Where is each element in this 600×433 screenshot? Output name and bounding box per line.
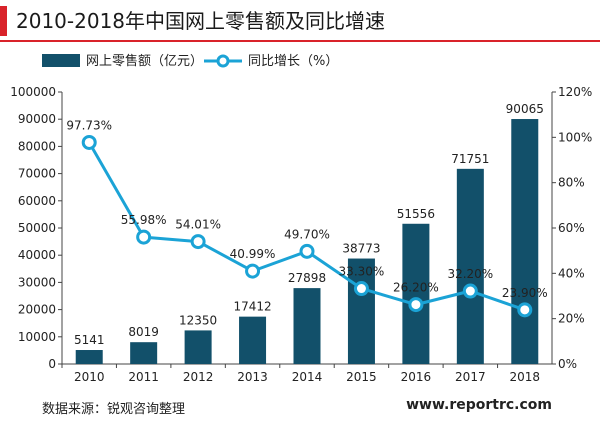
bar-label-2018: 90065 [506,102,544,116]
legend-label-line: 同比增长（%） [248,54,338,69]
growth-point-2016 [408,297,424,313]
growth-label-2012: 54.01% [175,218,221,232]
y-left-tick-label: 70000 [18,167,56,181]
bar-2010 [75,350,103,364]
x-tick-label: 2013 [237,370,268,384]
growth-label-2013: 40.99% [230,247,276,261]
bar-2015 [347,258,375,364]
bar-label-2016: 51556 [397,207,435,221]
growth-label-2010: 97.73% [66,118,112,132]
growth-label-2018: 23.90% [502,286,548,300]
growth-point-2010 [81,134,97,150]
bar-label-2013: 17412 [233,300,271,314]
bar-2017 [456,168,484,364]
y-left-tick-label: 0 [48,357,56,371]
growth-label-2017: 32.20% [447,267,493,281]
x-tick-label: 2016 [401,370,432,384]
y-left-tick-label: 100000 [10,85,56,99]
legend-label-bar: 网上零售额（亿元） [86,53,203,69]
y-right-tick-label: 100% [558,130,592,144]
x-tick-label: 2017 [455,370,486,384]
bar-label-2010: 5141 [74,333,105,347]
bar-label-2012: 12350 [179,313,217,327]
y-left-tick-label: 20000 [18,303,56,317]
x-tick-label: 2018 [510,370,541,384]
y-left-tick-label: 30000 [18,275,56,289]
y-left-tick-label: 90000 [18,112,56,126]
bar-label-2011: 8019 [128,325,159,339]
y-right-tick-label: 120% [558,85,592,99]
growth-point-2017 [462,283,478,299]
growth-point-2013 [245,263,261,279]
growth-point-2015 [353,281,369,297]
legend-swatch-bar [42,54,80,67]
title-bar: 2010-2018年中国网上零售额及同比增速 [0,0,600,42]
y-right-tick-label: 40% [558,266,585,280]
website-url: www.reportrc.com [406,397,552,413]
y-left-tick-label: 50000 [18,221,56,235]
growth-point-2012 [190,234,206,250]
title-accent-bar [0,6,7,36]
growth-label-2016: 26.20% [393,281,439,295]
bar-label-2015: 38773 [342,242,380,256]
bar-label-2017: 71751 [451,152,489,166]
y-left-tick-label: 80000 [18,139,56,153]
chart-title: 2010-2018年中国网上零售额及同比增速 [16,9,386,33]
growth-point-2014 [299,243,315,259]
bar-2014 [293,288,321,364]
growth-point-2011 [136,229,152,245]
x-tick-label: 2010 [74,370,105,384]
source-note: 数据来源：锐观咨询整理 [42,402,186,417]
y-right-tick-label: 80% [558,176,585,190]
x-tick-label: 2014 [292,370,323,384]
bar-2016 [402,223,430,364]
bar-2011 [130,342,158,364]
growth-label-2014: 49.70% [284,227,330,241]
legend-swatch-marker [216,54,230,68]
y-right-tick-label: 0% [558,357,577,371]
y-left-tick-label: 10000 [18,330,56,344]
y-left-tick-label: 60000 [18,194,56,208]
title-underline [0,40,600,42]
y-right-tick-label: 20% [558,312,585,326]
x-tick-label: 2012 [183,370,214,384]
growth-label-2011: 55.98% [121,213,167,227]
x-tick-label: 2011 [128,370,159,384]
growth-point-2018 [517,302,533,318]
y-right-tick-label: 60% [558,221,585,235]
bar-2012 [184,330,212,364]
bar-2018 [511,119,539,365]
bar-2013 [239,316,267,364]
y-left-tick-label: 40000 [18,248,56,262]
x-tick-label: 2015 [346,370,377,384]
growth-label-2015: 33.30% [339,265,385,279]
bar-label-2014: 27898 [288,271,326,285]
